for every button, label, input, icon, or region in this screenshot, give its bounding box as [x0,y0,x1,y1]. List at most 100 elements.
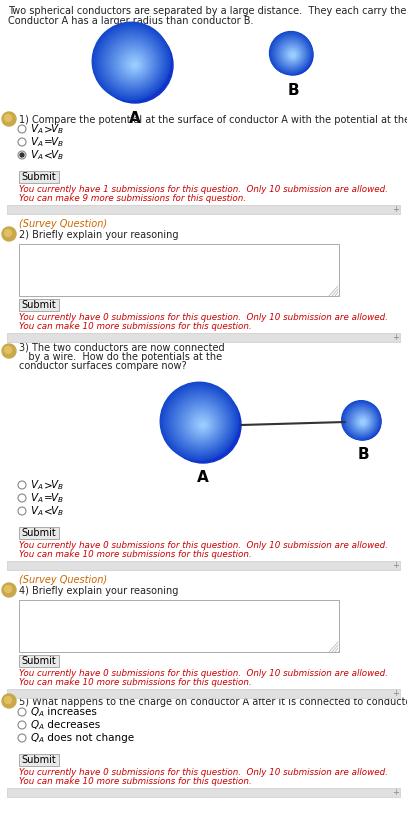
Circle shape [357,416,368,427]
Circle shape [352,411,372,431]
Text: You can make 10 more submissions for this question.: You can make 10 more submissions for thi… [19,777,252,786]
Circle shape [347,406,377,435]
Circle shape [4,115,11,121]
Circle shape [161,383,238,460]
Circle shape [120,51,147,77]
Circle shape [351,411,373,432]
Circle shape [350,410,374,432]
Circle shape [278,41,305,67]
FancyBboxPatch shape [19,600,339,652]
Circle shape [283,45,302,64]
Circle shape [101,31,164,94]
Circle shape [108,38,158,87]
Text: A: A [129,111,141,126]
Circle shape [185,407,218,440]
Circle shape [287,49,298,60]
Circle shape [125,55,144,74]
FancyBboxPatch shape [19,527,59,539]
Text: You currently have 0 submissions for this question.  Only 10 submission are allo: You currently have 0 submissions for thi… [19,541,388,550]
FancyBboxPatch shape [19,754,59,766]
Circle shape [350,409,374,433]
Circle shape [18,734,26,742]
FancyBboxPatch shape [7,788,400,797]
Circle shape [274,36,309,71]
Circle shape [182,404,220,442]
Circle shape [272,34,311,73]
Circle shape [173,395,228,450]
Circle shape [201,423,205,427]
Circle shape [290,52,296,58]
Circle shape [183,406,219,441]
Circle shape [18,721,26,729]
Circle shape [274,37,309,71]
Circle shape [172,394,229,451]
Text: You can make 10 more submissions for this question.: You can make 10 more submissions for thi… [19,678,252,687]
Circle shape [4,696,11,704]
Circle shape [352,411,373,431]
Circle shape [193,415,212,434]
Circle shape [282,44,303,65]
Circle shape [285,47,300,62]
Circle shape [344,403,379,438]
FancyBboxPatch shape [7,333,400,342]
Circle shape [124,53,145,75]
Circle shape [4,229,11,237]
Circle shape [114,44,152,82]
Circle shape [276,38,307,69]
Text: $Q_A$: $Q_A$ [30,705,45,719]
Text: conductor surfaces compare now?: conductor surfaces compare now? [19,361,187,371]
Text: =: = [44,493,53,503]
Circle shape [170,391,231,453]
Circle shape [2,227,16,241]
Circle shape [361,420,365,424]
Circle shape [284,47,300,62]
Text: 1) Compare the potential at the surface of conductor A with the potential at the: 1) Compare the potential at the surface … [19,115,407,125]
Circle shape [194,416,211,433]
FancyBboxPatch shape [19,171,59,183]
Circle shape [104,34,161,91]
Circle shape [97,27,166,96]
Circle shape [346,405,378,436]
Circle shape [350,409,374,433]
Text: +: + [393,333,399,342]
Text: Submit: Submit [22,656,57,666]
Circle shape [273,35,313,75]
Text: 4) Briefly explain your reasoning: 4) Briefly explain your reasoning [19,586,178,596]
Circle shape [192,414,213,435]
Circle shape [186,408,217,439]
Circle shape [288,50,298,60]
Circle shape [4,586,11,593]
Circle shape [127,57,142,72]
Circle shape [358,417,368,426]
Circle shape [345,404,381,440]
Circle shape [352,411,372,431]
Circle shape [195,416,210,432]
Circle shape [97,27,173,103]
Circle shape [280,42,304,66]
Circle shape [274,36,309,71]
Circle shape [346,406,377,436]
Text: Two spherical conductors are separated by a large distance.  They each carry the: Two spherical conductors are separated b… [8,6,407,16]
Circle shape [279,41,305,67]
Circle shape [289,51,297,59]
Circle shape [188,411,215,437]
Text: Submit: Submit [22,172,57,182]
Circle shape [359,417,367,426]
Circle shape [277,39,307,69]
Circle shape [105,35,160,90]
Text: You currently have 1 submissions for this question.  Only 10 submission are allo: You currently have 1 submissions for thi… [19,185,388,194]
Text: You currently have 0 submissions for this question.  Only 10 submission are allo: You currently have 0 submissions for thi… [19,313,388,322]
Text: $V_B$: $V_B$ [50,122,63,136]
Circle shape [18,494,26,502]
Text: 3) The two conductors are now connected: 3) The two conductors are now connected [19,343,225,353]
Circle shape [102,32,163,92]
Circle shape [18,507,26,515]
Circle shape [165,387,241,463]
Circle shape [190,412,214,435]
Circle shape [361,420,365,425]
Circle shape [133,63,137,67]
Circle shape [92,22,171,101]
Circle shape [113,43,153,83]
Circle shape [283,46,301,63]
Circle shape [200,422,206,428]
